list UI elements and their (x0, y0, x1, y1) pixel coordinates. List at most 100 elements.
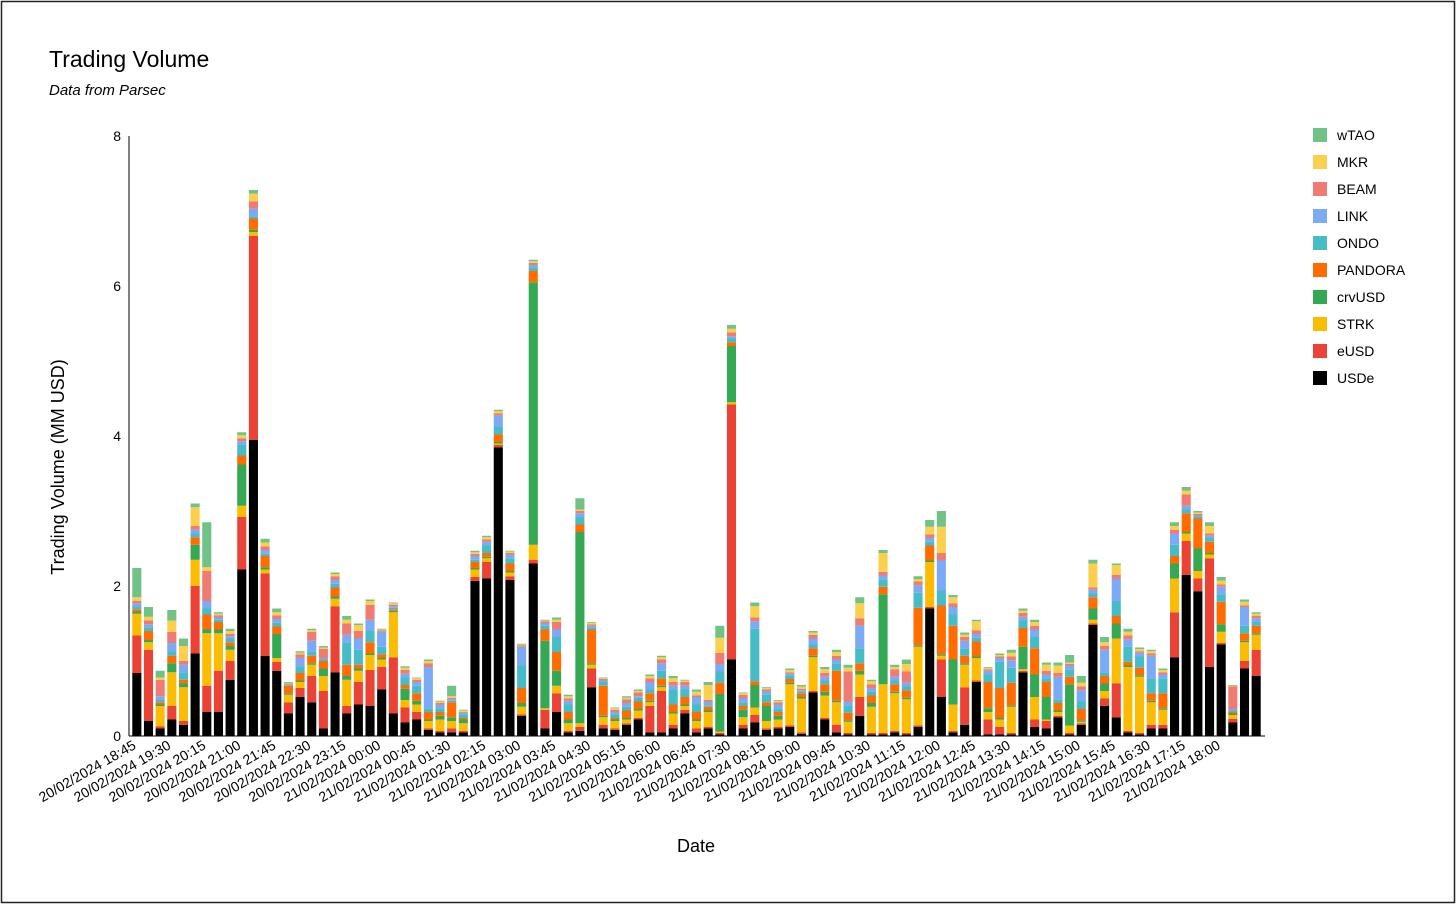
bar-segment (1088, 587, 1098, 590)
bar-segment (318, 647, 328, 649)
bar-segment (1053, 712, 1063, 716)
bar-segment (377, 630, 387, 632)
bar-segment (983, 708, 993, 712)
bar-segment (796, 732, 806, 734)
bar-segment (785, 668, 795, 670)
bar-segment (132, 568, 142, 598)
bar-segment (388, 610, 398, 613)
legend-label: LINK (1337, 208, 1369, 224)
bar-segment (1239, 642, 1250, 661)
bar-segment (983, 712, 993, 720)
bar-segment (1065, 655, 1075, 663)
bar-segment (505, 580, 515, 736)
bar-segment (1065, 662, 1075, 664)
bar-segment (750, 617, 760, 622)
bar-segment (610, 718, 620, 720)
bar-segment (330, 574, 340, 577)
bar-segment (645, 706, 655, 733)
bar-segment (621, 703, 632, 707)
bar-segment (353, 704, 363, 736)
bar-segment (866, 688, 876, 692)
bar-segment (342, 706, 352, 714)
bar-segment (1018, 646, 1028, 670)
bar-segment (831, 649, 841, 652)
bar-segment (528, 271, 538, 283)
bar-segment (260, 546, 270, 550)
bar-segment (1041, 697, 1051, 720)
bar-segment (1100, 672, 1110, 676)
legend-label: USDe (1337, 370, 1375, 386)
bar-segment (365, 642, 375, 654)
bar-segment (691, 728, 702, 733)
bar-segment (1146, 655, 1156, 679)
bar-segment (1193, 515, 1203, 517)
bar-segment (820, 719, 830, 736)
bar-segment (925, 562, 935, 607)
bar-segment (878, 553, 888, 572)
bar-segment (866, 684, 876, 688)
bar-segment (773, 708, 783, 712)
bar-segment (610, 707, 620, 709)
bar-segment (190, 653, 200, 736)
bar-segment (1193, 512, 1203, 514)
bar-segment (691, 695, 702, 697)
bar-segment (423, 708, 433, 712)
bar-segment (808, 634, 818, 639)
bar-segment (1065, 664, 1075, 666)
y-tick-label: 0 (113, 728, 121, 744)
bar-segment (598, 685, 608, 716)
bar-segment (691, 721, 702, 729)
bar-segment (1111, 563, 1121, 565)
bar-segment (855, 674, 865, 697)
bar-segment (563, 700, 573, 705)
bar-segment (1076, 720, 1086, 722)
bar-segment (470, 559, 480, 562)
bar-segment (866, 733, 876, 735)
bar-segment (237, 438, 247, 442)
bar-segment (598, 682, 608, 686)
bar-segment (563, 732, 573, 736)
bar-segment (353, 623, 363, 625)
bar-segment (598, 724, 608, 729)
bar-segment (295, 652, 305, 655)
legend-label: ONDO (1337, 235, 1379, 251)
bar-segment (1030, 719, 1040, 727)
bar-segment (691, 712, 702, 720)
bar-segment (656, 685, 667, 688)
bar-segment (1193, 518, 1203, 549)
bar-segment (668, 713, 678, 725)
bar-segment (1216, 643, 1226, 645)
bar-segment (1018, 669, 1028, 671)
bar-segment (528, 259, 538, 262)
bar-segment (365, 653, 375, 655)
bar-segment (167, 655, 177, 664)
bar-segment (808, 648, 818, 656)
bar-segment (668, 712, 678, 714)
bar-segment (1216, 594, 1226, 602)
bar-segment (1193, 571, 1203, 579)
bar-segment (330, 572, 340, 574)
bar-segment (1204, 533, 1215, 536)
bar-segment (248, 439, 258, 736)
bar-segment (202, 608, 212, 615)
bar-segment (225, 631, 235, 634)
bar-segment (773, 727, 783, 729)
bar-segment (225, 636, 235, 639)
bar-segment (353, 682, 363, 705)
bar-segment (248, 216, 258, 219)
bar-segment (493, 415, 503, 427)
bar-segment (1216, 644, 1226, 736)
bar-segment (1158, 708, 1168, 710)
bar-segment (971, 656, 981, 658)
bar-segment (1111, 717, 1121, 736)
bar-segment (843, 721, 853, 733)
bar-segment (132, 611, 142, 614)
bar-segment (552, 652, 562, 671)
bar-segment (680, 713, 690, 736)
bar-segment (353, 670, 363, 682)
bar-segment (260, 553, 270, 556)
bar-segment (995, 661, 1005, 688)
bar-segment (726, 332, 737, 337)
bar-segment (190, 586, 200, 654)
bar-segment (400, 707, 410, 723)
